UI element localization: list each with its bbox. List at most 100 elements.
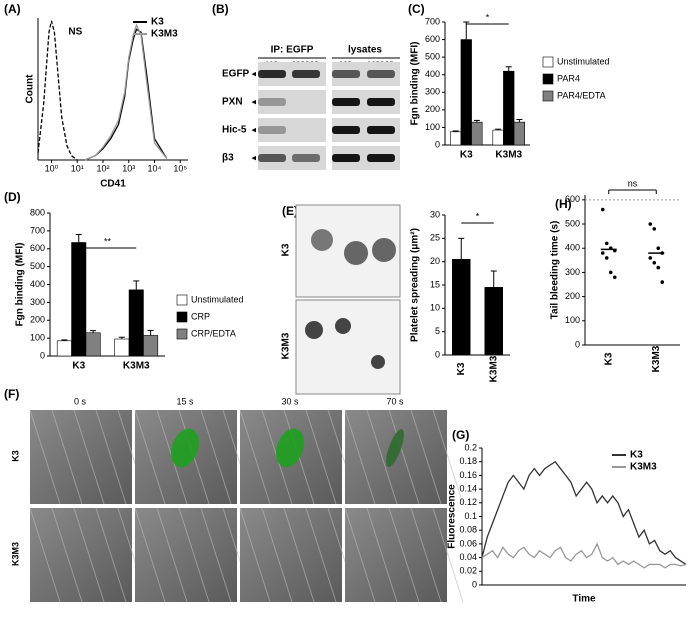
platelet xyxy=(305,321,323,339)
vessel-line xyxy=(51,409,83,505)
x-tick-label: K3 xyxy=(460,150,473,161)
vessel-line xyxy=(29,507,61,603)
panel-label: (A) xyxy=(4,2,21,16)
sig-label: ** xyxy=(104,236,112,246)
time-label: 0 s xyxy=(74,396,87,406)
blot-band xyxy=(258,70,286,78)
blot-band xyxy=(258,154,286,162)
y-tick-label: 30 xyxy=(430,209,440,219)
bar xyxy=(56,340,72,357)
y-tick-label: 200 xyxy=(30,315,45,325)
legend-label: K3M3 xyxy=(630,462,657,473)
x-tick-label: K3M3 xyxy=(495,150,522,161)
row-label: Hic-5 xyxy=(222,125,247,136)
row-arrow: ◂ xyxy=(251,96,256,106)
y-tick-label: 0.06 xyxy=(459,538,477,548)
vessel-line xyxy=(388,507,420,603)
vessel-line xyxy=(156,507,188,603)
vessel-line xyxy=(178,507,210,603)
blot-strip xyxy=(258,118,326,142)
row-label: PXN xyxy=(222,97,243,108)
panel-label: (E) xyxy=(282,204,298,218)
image-label: K3M3 xyxy=(281,332,292,359)
series-line xyxy=(481,542,687,569)
vessel-line xyxy=(283,507,315,603)
cell-image xyxy=(295,299,401,395)
thrombus xyxy=(170,428,200,468)
y-tick-label: 0.2 xyxy=(464,442,477,452)
x-tick-label: K3 xyxy=(72,361,85,372)
sig-label: * xyxy=(486,12,490,22)
dot xyxy=(612,275,617,280)
x-axis-label: Time xyxy=(572,594,596,605)
bar xyxy=(128,289,144,357)
y-tick-label: 500 xyxy=(425,52,440,62)
blot-band xyxy=(332,154,360,162)
y-tick-label: 600 xyxy=(30,243,45,253)
vessel-line xyxy=(388,409,420,505)
legend-swatch xyxy=(176,294,188,306)
blot-band xyxy=(292,70,320,78)
vessel-line xyxy=(73,409,105,505)
x-tick-label: 10⁴ xyxy=(148,163,162,173)
legend-swatch xyxy=(542,73,554,85)
vessel-line xyxy=(73,507,105,603)
bar xyxy=(71,242,87,357)
vessel-line xyxy=(134,409,166,505)
time-label: 15 s xyxy=(176,396,194,406)
row-label: β3 xyxy=(222,153,234,164)
static-layer: (B) IP: EGFP lysates (E) K3 K3M3 (F) xyxy=(4,2,401,401)
y-axis-label: Platelet spreading (μm²) xyxy=(410,228,421,342)
y-tick-label: 0 xyxy=(575,339,580,349)
y-tick-label: 300 xyxy=(30,297,45,307)
blot-band xyxy=(332,70,360,78)
y-tick-label: 20 xyxy=(430,256,440,266)
bar xyxy=(513,121,525,146)
vessel-line xyxy=(261,507,293,603)
legend-swatch xyxy=(542,56,554,68)
dot xyxy=(604,241,609,246)
vessel-line xyxy=(29,409,61,505)
y-tick-label: 15 xyxy=(430,279,440,289)
y-axis-label: Count xyxy=(25,74,36,104)
legend-swatch xyxy=(542,90,554,102)
blot-band xyxy=(367,70,395,78)
row-label: K3 xyxy=(10,450,20,462)
vessel-line xyxy=(344,507,376,603)
x-tick-label: K3M3 xyxy=(651,345,662,372)
dot xyxy=(656,265,661,270)
dot xyxy=(660,280,665,284)
image-label: K3 xyxy=(281,243,292,256)
y-axis-label: Tail bleeding time (s) xyxy=(550,221,561,320)
y-tick-label: 200 xyxy=(425,104,440,114)
y-tick-label: 600 xyxy=(425,34,440,44)
bar xyxy=(484,287,503,356)
sig-label: * xyxy=(476,211,480,221)
legend-label: PAR4/EDTA xyxy=(557,90,606,100)
y-tick-label: 0 xyxy=(435,139,440,149)
y-tick-label: 400 xyxy=(425,69,440,79)
bar xyxy=(492,129,504,146)
frame xyxy=(135,508,237,602)
bar xyxy=(114,338,130,357)
vessel-line xyxy=(305,507,337,603)
y-tick-label: 400 xyxy=(30,279,45,289)
blot-band xyxy=(332,98,360,106)
y-tick-label: 300 xyxy=(565,267,580,277)
blot-band xyxy=(367,154,395,162)
blot-band xyxy=(332,126,360,134)
y-tick-label: 0.04 xyxy=(459,552,477,562)
vessel-line xyxy=(432,507,464,603)
y-tick-label: 700 xyxy=(425,16,440,26)
dot xyxy=(604,256,609,260)
legend-swatch xyxy=(176,311,188,323)
panel-label: (H) xyxy=(555,197,572,211)
x-tick-label: K3 xyxy=(456,362,467,375)
legend-label: K3 xyxy=(630,450,643,461)
y-tick-label: 0.14 xyxy=(459,483,477,493)
y-tick-label: 300 xyxy=(425,87,440,97)
y-tick-label: 500 xyxy=(565,218,580,228)
legend-label: K3M3 xyxy=(151,29,178,40)
panel-label: (C) xyxy=(408,2,425,16)
platelet xyxy=(372,238,396,262)
